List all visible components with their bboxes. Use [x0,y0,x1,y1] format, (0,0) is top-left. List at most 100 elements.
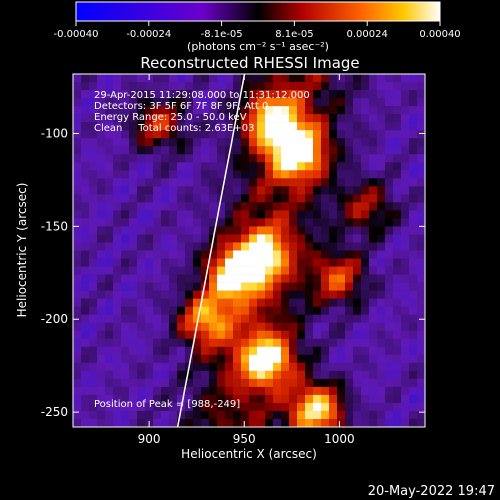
heatmap-cell [361,146,370,155]
heatmap-cell [153,266,162,275]
heatmap-cell [73,74,82,83]
heatmap-cell [121,266,130,275]
heatmap-cell [377,370,386,380]
heatmap-cell [281,74,290,83]
heatmap-cell [233,186,242,195]
colorbar-tick-labels: -0.00040 -0.00024 -8.1e-05 8.1e-05 0.00024 0.… [54,29,461,40]
heatmap-cell [121,314,130,323]
heatmap-cell [113,298,122,307]
heatmap-cell [289,410,298,420]
heatmap-cell [401,130,410,139]
heatmap-cell [185,322,194,332]
heatmap-cell [81,370,90,380]
heatmap-cell [329,402,338,412]
heatmap-cell [153,410,162,420]
heatmap-cell [385,90,394,99]
heatmap-cell [169,154,178,163]
heatmap-cell [121,74,130,83]
heatmap-cell [393,210,402,219]
heatmap-cell [329,354,338,364]
heatmap-cell [153,82,162,91]
heatmap-cell [345,122,354,131]
heatmap-cell [161,186,170,195]
heatmap-cell [121,154,130,163]
heatmap-cell [241,282,250,291]
heatmap-cell [265,154,274,163]
heatmap-cell [73,402,82,412]
heatmap-cell [137,234,146,243]
heatmap-cell [369,122,378,131]
heatmap-cell [81,314,90,323]
heatmap-cell [385,410,394,420]
heatmap-cell [249,210,258,219]
heatmap-cell [177,274,186,283]
heatmap-cell [265,178,274,187]
heatmap-cell [337,122,346,131]
heatmap-cell [89,386,98,396]
heatmap-cell [145,322,154,332]
heatmap-cell [97,418,106,427]
heatmap-cell [345,146,354,155]
heatmap-cell [249,418,258,427]
heatmap-cell [377,202,386,211]
heatmap-cell [353,298,362,307]
heatmap-cell [185,138,194,147]
heatmap-cell [225,330,234,340]
heatmap-cell [305,210,314,219]
heatmap-cell [369,74,378,83]
heatmap-cell [145,354,154,364]
heatmap-cell [225,346,234,356]
heatmap-cell [361,194,370,203]
heatmap-cell [209,154,218,163]
heatmap-cell [257,386,266,396]
heatmap-cell [225,354,234,364]
heatmap-cell [305,370,314,380]
heatmap-cell [273,306,282,315]
heatmap-cell [409,306,418,315]
heatmap-cell [241,394,250,404]
heatmap-cell [289,314,298,323]
heatmap-cell [153,242,162,251]
heatmap-cell [193,266,202,275]
heatmap-cell [241,138,250,147]
heatmap-cell [281,186,290,195]
heatmap-cell [401,186,410,195]
heatmap-cell [193,162,202,171]
heatmap-cell [401,306,410,315]
heatmap-cell [233,346,242,356]
heatmap-cell [169,330,178,340]
heatmap-cell [177,234,186,243]
heatmap-cell [145,298,154,307]
heatmap-cell [297,146,306,155]
heatmap-cell [393,362,402,372]
heatmap-cell [201,354,210,364]
heatmap-cell [129,178,138,187]
heatmap-cell [169,386,178,396]
heatmap-cell [417,154,425,163]
heatmap-cell [233,418,242,427]
heatmap-cell [257,106,266,115]
heatmap-cell [113,314,122,323]
heatmap-cell [393,170,402,179]
y-tick-label: -200 [41,312,68,326]
heatmap-cell [249,394,258,404]
heatmap-cell [73,210,82,219]
heatmap-cell [193,378,202,388]
heatmap-cell [329,186,338,195]
heatmap-cell [345,354,354,364]
heatmap-cell [353,338,362,348]
heatmap-cell [249,290,258,299]
heatmap-cell [321,338,330,348]
heatmap-cell [249,322,258,332]
heatmap-cell [153,106,162,115]
heatmap-cell [121,90,130,99]
heatmap-cell [81,178,90,187]
heatmap-cell [345,386,354,396]
heatmap-cell [217,106,226,115]
heatmap-cell [313,306,322,315]
heatmap-cell [409,162,418,171]
heatmap-cell [201,234,210,243]
heatmap-cell [329,298,338,307]
heatmap-cell [369,218,378,227]
heatmap-cell [353,330,362,340]
